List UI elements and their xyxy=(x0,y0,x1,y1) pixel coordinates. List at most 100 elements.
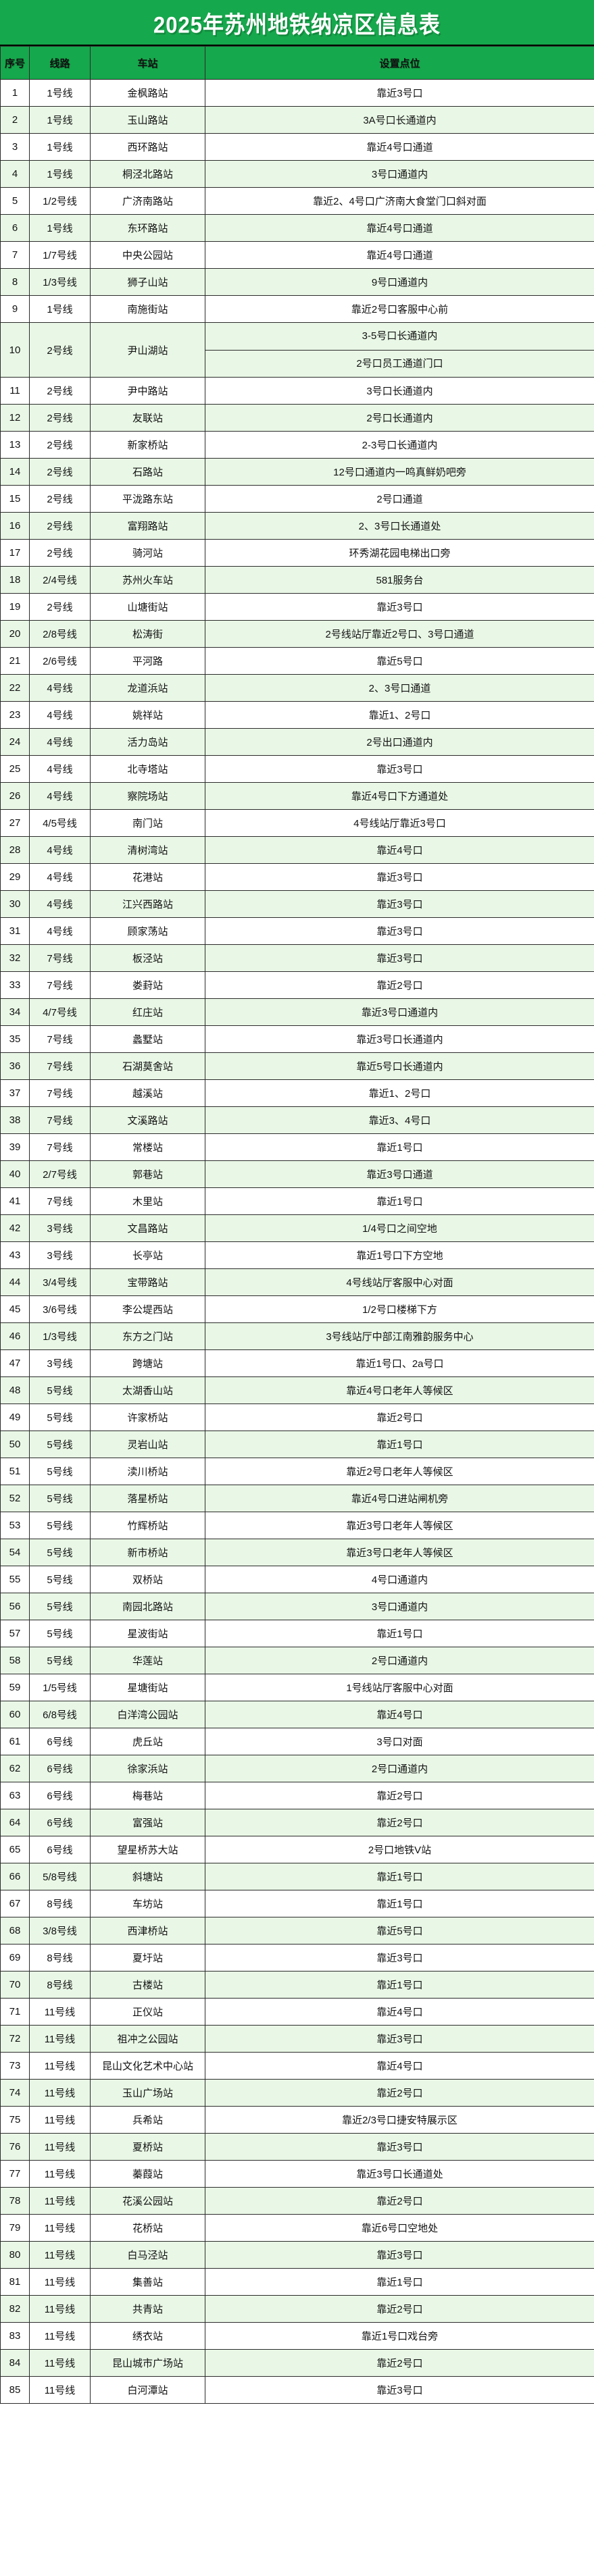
cell-index: 85 xyxy=(0,2376,30,2404)
cell-index: 5 xyxy=(0,187,30,215)
table-row: 24 4号线 活力岛站 2号出口通道内 xyxy=(0,728,594,756)
cell-spot: 581服务台 xyxy=(205,566,594,594)
cell-line: 2/8号线 xyxy=(29,620,91,648)
cell-spot: 靠近3号口 xyxy=(205,1944,594,1972)
cell-station: 蓁葭站 xyxy=(90,2160,205,2188)
cell-line: 11号线 xyxy=(29,2268,91,2296)
cell-line: 8号线 xyxy=(29,1944,91,1972)
cell-station: 白洋湾公园站 xyxy=(90,1701,205,1728)
cell-spot: 靠近4号口 xyxy=(205,1998,594,2026)
cell-index: 69 xyxy=(0,1944,30,1972)
table-row: 52 5号线 落星桥站 靠近4号口进站闸机旁 xyxy=(0,1485,594,1512)
cell-index: 60 xyxy=(0,1701,30,1728)
cell-spot: 3号口通道内 xyxy=(205,160,594,188)
cell-spot: 靠近2号口 xyxy=(205,2349,594,2377)
cell-index: 2 xyxy=(0,106,30,134)
cooling-area-table: 序号 线路 车站 设置点位 1 1号线 金枫路站 靠近3号口 2 1号线 玉山路站 3A号口长… xyxy=(0,46,594,2404)
cell-spot: 靠近3号口 xyxy=(205,917,594,945)
cell-station: 花桥站 xyxy=(90,2214,205,2242)
cell-station: 文昌路站 xyxy=(90,1214,205,1242)
cell-line: 7号线 xyxy=(29,1025,91,1053)
table-row: 41 7号线 木里站 靠近1号口 xyxy=(0,1187,594,1215)
cell-station: 富强站 xyxy=(90,1809,205,1836)
table-row: 62 6号线 徐家浜站 2号口通道内 xyxy=(0,1755,594,1782)
table-row: 40 2/7号线 郭巷站 靠近3号口通道 xyxy=(0,1160,594,1188)
cell-spot: 靠近6号口空地处 xyxy=(205,2214,594,2242)
cell-index: 30 xyxy=(0,890,30,918)
table-row: 21 2/6号线 平河路 靠近5号口 xyxy=(0,647,594,675)
cell-spot: 靠近4号口通道 xyxy=(205,214,594,242)
cell-line: 1号线 xyxy=(29,214,91,242)
cell-spot: 靠近3号口 xyxy=(205,755,594,783)
cell-line: 1/7号线 xyxy=(29,241,91,269)
cell-spot: 靠近1号口 xyxy=(205,1620,594,1647)
cell-station: 板泾站 xyxy=(90,944,205,972)
cell-station: 集善站 xyxy=(90,2268,205,2296)
table-row: 9 1号线 南施街站 靠近2号口客服中心前 xyxy=(0,295,594,323)
cell-line: 2号线 xyxy=(29,458,91,486)
cell-spot: 靠近1、2号口 xyxy=(205,701,594,729)
cell-line: 5号线 xyxy=(29,1431,91,1458)
cell-line: 3/6号线 xyxy=(29,1295,91,1323)
cell-spot: 靠近3号口 xyxy=(205,863,594,891)
cell-spot: 靠近2号口 xyxy=(205,2079,594,2107)
cell-index: 80 xyxy=(0,2241,30,2269)
table-row: 35 7号线 蠡墅站 靠近3号口长通道内 xyxy=(0,1025,594,1053)
table-row: 38 7号线 文溪路站 靠近3、4号口 xyxy=(0,1106,594,1134)
cell-index: 14 xyxy=(0,458,30,486)
page-title: 2025年苏州地铁纳凉区信息表 xyxy=(153,11,441,38)
cell-index: 32 xyxy=(0,944,30,972)
table-row: 59 1/5号线 星塘街站 1号线站厅客服中心对面 xyxy=(0,1674,594,1701)
cell-index: 54 xyxy=(0,1539,30,1566)
table-row: 58 5号线 华莲站 2号口通道内 xyxy=(0,1647,594,1674)
cell-spot: 靠近1号口 xyxy=(205,1890,594,1917)
cell-spot: 靠近1号口 xyxy=(205,1971,594,1999)
table-row: 70 8号线 古楼站 靠近1号口 xyxy=(0,1971,594,1999)
cell-station: 常楼站 xyxy=(90,1133,205,1161)
cell-index: 33 xyxy=(0,971,30,999)
cell-line: 6号线 xyxy=(29,1782,91,1809)
cell-spot: 靠近5号口 xyxy=(205,1917,594,1944)
cell-station: 梅巷站 xyxy=(90,1782,205,1809)
table-row: 11 2号线 尹中路站 3号口长通道内 xyxy=(0,377,594,405)
cell-line: 11号线 xyxy=(29,2052,91,2080)
cell-spot: 2号口通道内 xyxy=(205,1755,594,1782)
cell-index: 53 xyxy=(0,1512,30,1539)
table-row: 53 5号线 竹辉桥站 靠近3号口老年人等候区 xyxy=(0,1512,594,1539)
cell-index: 57 xyxy=(0,1620,30,1647)
cell-spot: 靠近1号口 xyxy=(205,1863,594,1890)
cell-station: 夏圩站 xyxy=(90,1944,205,1972)
cell-line: 11号线 xyxy=(29,2322,91,2350)
cell-line: 6号线 xyxy=(29,1836,91,1863)
cell-station: 尹山湖站 xyxy=(90,322,205,378)
cell-spot: 靠近1号口 xyxy=(205,1431,594,1458)
table-row: 8 1/3号线 狮子山站 9号口通道内 xyxy=(0,268,594,296)
table-row: 54 5号线 新市桥站 靠近3号口老年人等候区 xyxy=(0,1539,594,1566)
cell-line: 1/2号线 xyxy=(29,187,91,215)
cell-line: 4号线 xyxy=(29,836,91,864)
cell-station: 石路站 xyxy=(90,458,205,486)
cell-index: 75 xyxy=(0,2106,30,2134)
cell-spot: 3号口长通道内 xyxy=(205,377,594,405)
table-row: 13 2号线 新家桥站 2-3号口长通道内 xyxy=(0,431,594,459)
table-row: 26 4号线 察院场站 靠近4号口下方通道处 xyxy=(0,782,594,810)
cell-line: 3号线 xyxy=(29,1214,91,1242)
cell-index: 40 xyxy=(0,1160,30,1188)
cell-index: 23 xyxy=(0,701,30,729)
table-row: 74 11号线 玉山广场站 靠近2号口 xyxy=(0,2079,594,2107)
cell-station: 太湖香山站 xyxy=(90,1376,205,1404)
table-row: 36 7号线 石湖莫舍站 靠近5号口长通道内 xyxy=(0,1052,594,1080)
cell-line: 4号线 xyxy=(29,674,91,702)
cell-line: 11号线 xyxy=(29,2106,91,2134)
cell-line: 2号线 xyxy=(29,377,91,405)
cell-line: 11号线 xyxy=(29,2079,91,2107)
cell-station: 跨塘站 xyxy=(90,1349,205,1377)
cell-index: 55 xyxy=(0,1566,30,1593)
table-row: 57 5号线 星波街站 靠近1号口 xyxy=(0,1620,594,1647)
table-row: 85 11号线 白河潭站 靠近3号口 xyxy=(0,2376,594,2404)
cell-spot: 靠近4号口通道 xyxy=(205,133,594,161)
cell-station: 花溪公园站 xyxy=(90,2187,205,2215)
cell-station: 斜塘站 xyxy=(90,1863,205,1890)
table-row: 60 6/8号线 白洋湾公园站 靠近4号口 xyxy=(0,1701,594,1728)
table-row: 80 11号线 白马泾站 靠近3号口 xyxy=(0,2241,594,2269)
